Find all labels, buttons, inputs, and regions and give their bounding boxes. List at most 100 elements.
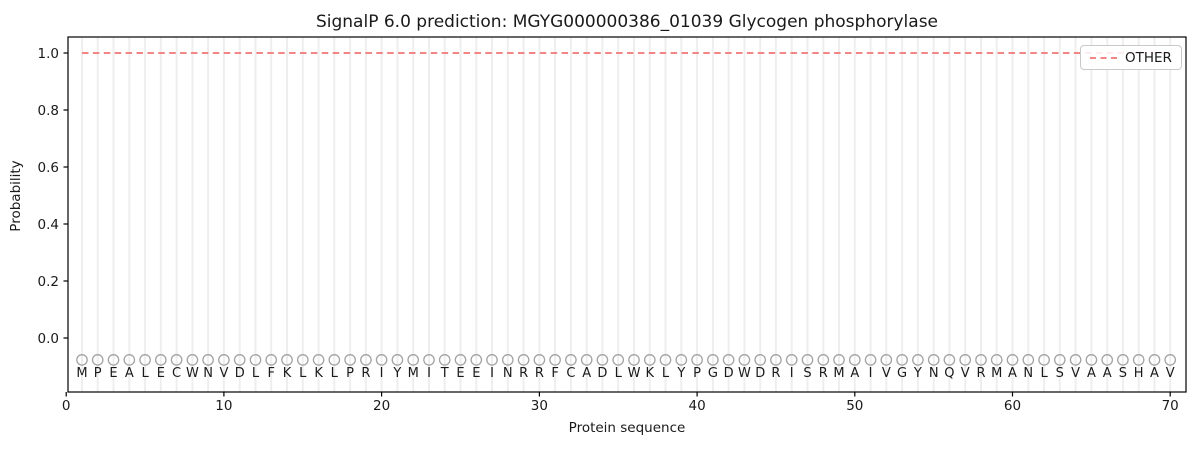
residue-marker-circle [1085,354,1098,366]
y-tick-label: 0.4 [38,217,59,233]
legend-label: OTHER [1125,49,1172,66]
residue-letter: L [1040,366,1048,381]
residue-letter: S [1056,366,1064,381]
residue-letter: W [628,366,641,381]
residue-marker-circle [76,354,88,366]
residue-marker-circle [360,354,372,366]
residue-marker-circle [580,354,593,366]
residue-letter: W [738,366,751,381]
residue-marker-circle [738,354,751,366]
residue-marker-circle [880,354,893,366]
residue-marker-circle [1132,354,1145,366]
residue-marker-circle [1053,354,1066,366]
residue-marker-circle [249,354,262,366]
residue-marker-circle [1101,354,1114,366]
residue-letter: I [380,366,384,381]
residue-marker-circle [281,354,293,366]
residue-letter: V [882,366,891,381]
residue-marker-circle [486,354,498,366]
residue-letter: T [440,366,449,381]
residue-letter: D [235,366,245,381]
residue-letter: E [109,366,117,381]
residue-letter: N [503,366,513,381]
residue-letter: L [252,366,260,381]
residue-letter: M [408,366,419,381]
residue-letter: V [1071,366,1080,381]
residue-letter: R [519,366,528,381]
residue-marker-circle [186,354,199,366]
residue-marker-circle [423,354,435,366]
residue-letter: F [551,366,558,381]
residue-letter: E [157,366,165,381]
residue-letter: A [125,366,134,381]
residue-marker-circle [501,354,514,366]
residue-letter: D [724,366,734,381]
residue-letter: K [314,366,323,381]
residue-marker-circle [218,354,230,366]
residue-marker-circle [296,354,309,366]
residue-letter: V [219,366,228,381]
residue-letter: F [267,366,274,381]
x-tick-label: 10 [215,398,232,414]
residue-letter: G [708,366,718,381]
x-tick-label: 60 [1004,398,1021,414]
residue-letter: R [361,366,370,381]
residue-letter: A [582,366,591,381]
residue-marker-circle [596,354,609,366]
residue-marker-circle [391,354,404,366]
y-axis-label: Probability [8,160,24,232]
residue-letter: W [186,366,199,381]
residue-marker-circle [659,354,672,366]
legend-line-sample [1090,56,1117,59]
residue-letter: L [299,366,307,381]
residue-marker-circle [202,354,214,366]
residue-letter: A [1150,366,1159,381]
residue-letter: M [991,366,1002,381]
residue-letter: E [472,366,480,381]
x-tick-label: 50 [846,398,863,414]
residue-letter: M [76,366,87,381]
residue-marker-circle [864,354,877,366]
residue-marker-circle [265,354,278,366]
residue-marker-circle [628,354,640,366]
residue-letter: Y [913,366,922,381]
residue-marker-circle [785,354,798,366]
residue-letter: D [597,366,607,381]
residue-marker-circle [1148,354,1161,366]
residue-marker-circle [707,354,719,366]
residue-marker-circle [438,354,451,366]
residue-marker-circle [1164,354,1177,366]
residue-letter: P [693,366,701,381]
residue-marker-circle [407,354,420,366]
residue-letter: L [331,366,339,381]
residue-marker-circle [123,354,136,366]
residue-marker-circle [107,354,120,366]
residue-letter: G [897,366,907,381]
residue-letter: M [833,366,844,381]
x-tick-label: 30 [531,398,548,414]
residue-marker-circle [990,354,1003,366]
x-tick-label: 0 [62,398,71,414]
residue-marker-circle [770,354,782,366]
plot-frame [67,36,1187,393]
residue-letter: A [850,366,859,381]
residue-letter: Y [392,366,401,381]
residue-marker-circle [1069,354,1082,366]
residue-letter: L [615,366,623,381]
residue-marker-circle [848,354,861,366]
residue-marker-circle [139,354,151,366]
y-tick-label: 0.0 [38,331,59,347]
residue-letter: N [929,366,939,381]
residue-letter: R [535,366,544,381]
residue-marker-circle [517,354,530,366]
residue-letter: R [771,366,780,381]
residue-marker-circle [722,354,735,366]
residue-letter: K [646,366,655,381]
x-tick-label: 20 [373,398,390,414]
residue-letter: A [1103,366,1112,381]
residue-letter: Q [944,366,954,381]
residue-marker-circle [470,354,483,366]
residue-marker-circle [1117,354,1129,366]
residue-marker-circle [1006,354,1019,366]
